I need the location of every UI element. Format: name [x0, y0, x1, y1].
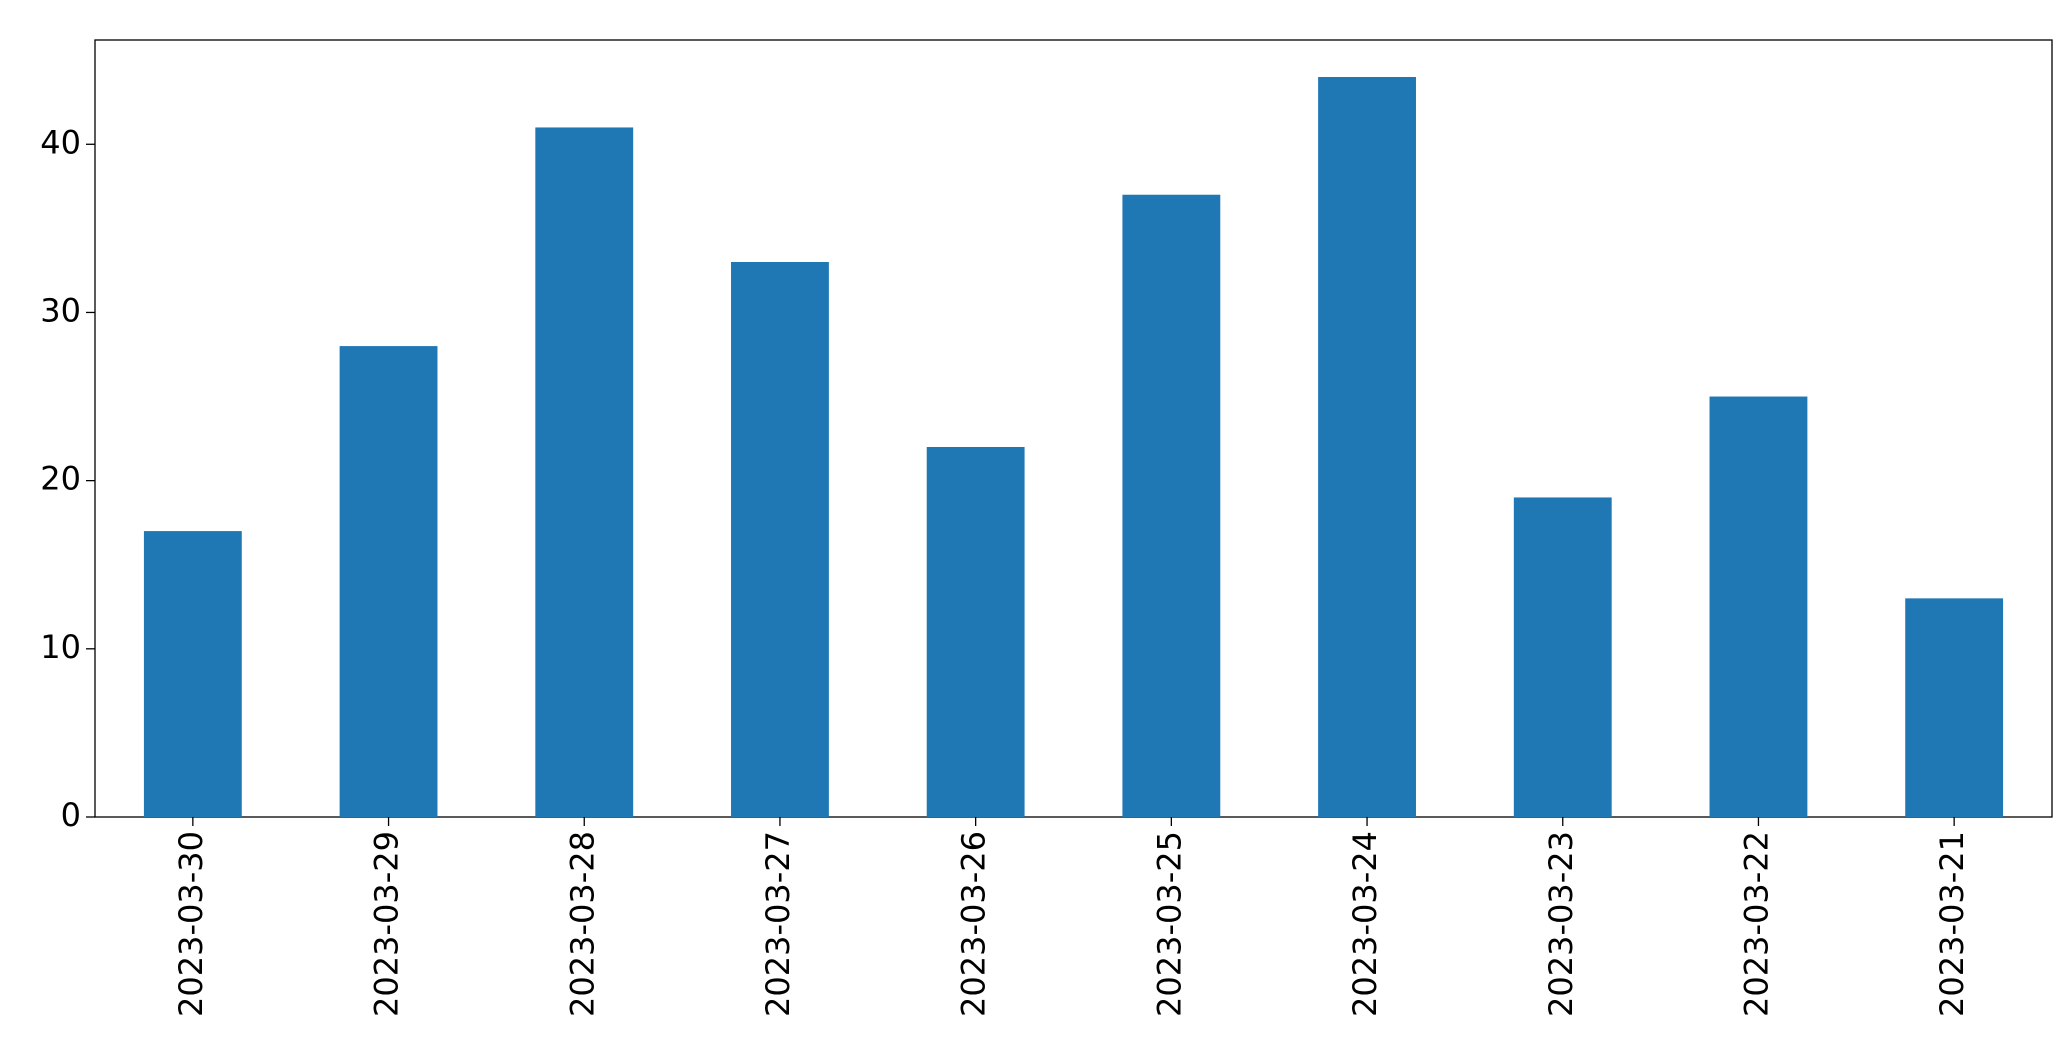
bar — [535, 127, 634, 818]
bar — [731, 262, 829, 817]
x-tick-label: 2023-03-23 — [1542, 831, 1580, 1017]
bar — [1905, 598, 2004, 817]
plot-frame — [94, 39, 2053, 818]
x-tick-label: 2023-03-29 — [368, 831, 406, 1017]
bar — [1318, 77, 1416, 817]
bar — [1122, 194, 1221, 817]
y-tick-label: 0 — [61, 796, 81, 834]
x-tick-label: 2023-03-25 — [1150, 831, 1188, 1017]
x-tick-label: 2023-03-22 — [1737, 831, 1775, 1017]
bar — [926, 447, 1025, 817]
x-tick-label: 2023-03-30 — [172, 831, 210, 1017]
bar — [339, 346, 438, 817]
x-tick-label: 2023-03-27 — [759, 831, 797, 1017]
y-tick-label: 30 — [40, 291, 81, 329]
y-tick-label: 10 — [40, 628, 81, 666]
bar — [1709, 396, 1808, 817]
y-tick-label: 20 — [40, 460, 81, 498]
bar — [143, 531, 242, 817]
y-tick-label: 40 — [40, 123, 81, 161]
x-tick-label: 2023-03-21 — [1933, 831, 1971, 1017]
x-tick-label: 2023-03-28 — [563, 831, 601, 1017]
x-tick-label: 2023-03-24 — [1346, 831, 1384, 1017]
x-tick-label: 2023-03-26 — [955, 831, 993, 1017]
bar — [1513, 497, 1612, 817]
